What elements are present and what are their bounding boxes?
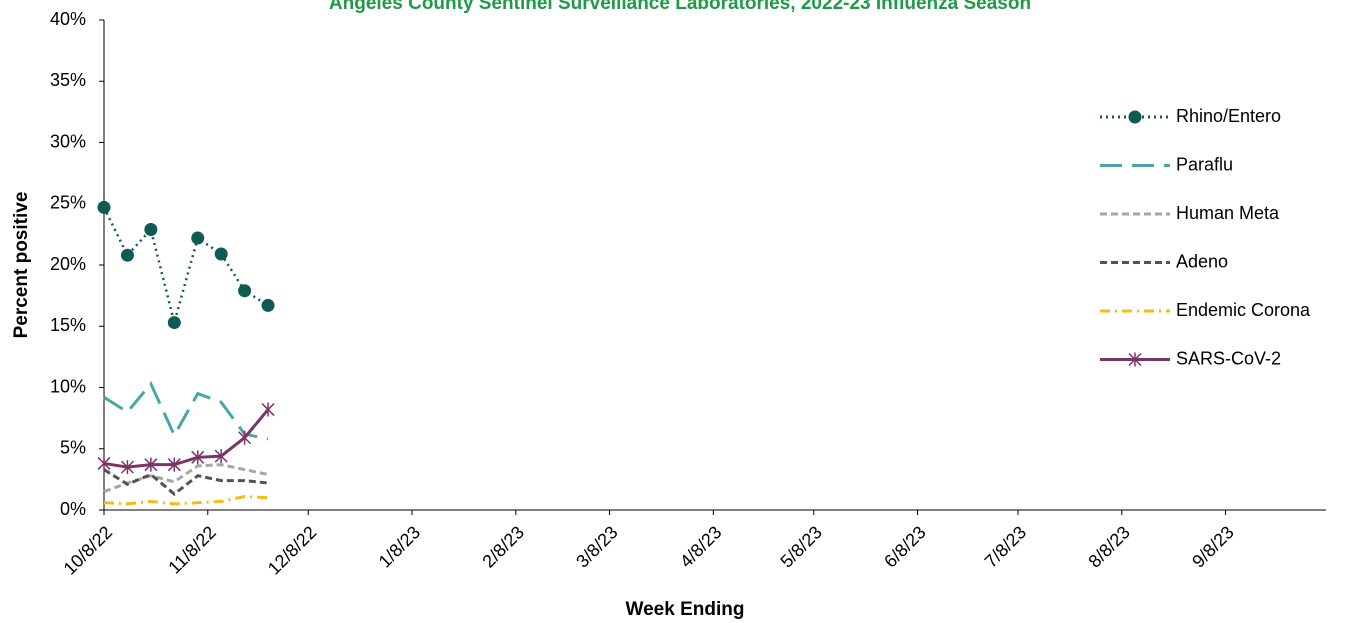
x-tick-label: 10/8/22 bbox=[60, 522, 117, 579]
x-tick-label: 9/8/23 bbox=[1188, 522, 1238, 572]
point bbox=[144, 457, 158, 472]
series-line bbox=[103, 495, 269, 506]
point bbox=[238, 430, 252, 445]
y-tick-label: 0% bbox=[60, 499, 86, 519]
point bbox=[97, 200, 111, 214]
x-tick-label: 12/8/22 bbox=[264, 522, 321, 579]
x-axis-title: Week Ending bbox=[626, 599, 745, 620]
y-tick-label: 10% bbox=[50, 376, 86, 396]
x-tick-label: 3/8/23 bbox=[572, 522, 622, 572]
x-tick-label: 4/8/23 bbox=[676, 522, 726, 572]
y-tick-label: 15% bbox=[50, 315, 86, 335]
legend-marker bbox=[1128, 110, 1142, 124]
series-line bbox=[103, 468, 269, 497]
x-tick-label: 1/8/23 bbox=[375, 522, 425, 572]
point bbox=[120, 248, 134, 262]
y-tick-label: 40% bbox=[50, 9, 86, 29]
legend-marker bbox=[1128, 352, 1142, 367]
y-tick-label: 25% bbox=[50, 193, 86, 213]
point bbox=[214, 449, 228, 464]
point bbox=[167, 457, 181, 472]
point bbox=[261, 298, 275, 312]
y-axis-title: Percent positive bbox=[11, 192, 32, 339]
point bbox=[191, 450, 205, 465]
point bbox=[144, 222, 158, 236]
legend-label: Rhino/Entero bbox=[1176, 106, 1281, 126]
x-tick-label: 11/8/22 bbox=[164, 522, 220, 578]
point bbox=[261, 402, 275, 417]
series-line bbox=[103, 381, 269, 441]
x-tick-label: 8/8/23 bbox=[1084, 522, 1134, 572]
x-tick-label: 5/8/23 bbox=[776, 522, 826, 572]
series-line bbox=[102, 206, 269, 328]
legend-label: SARS-CoV-2 bbox=[1176, 348, 1281, 368]
chart-title: Angeles County Sentinel Surveillance Lab… bbox=[329, 0, 1031, 14]
y-tick-label: 20% bbox=[50, 254, 86, 274]
point bbox=[120, 460, 134, 475]
x-tick-label: 2/8/23 bbox=[478, 522, 528, 572]
y-tick-label: 30% bbox=[50, 131, 86, 151]
y-tick-label: 5% bbox=[60, 438, 86, 458]
legend-label: Endemic Corona bbox=[1176, 300, 1311, 320]
x-tick-label: 7/8/23 bbox=[981, 522, 1031, 572]
point bbox=[191, 231, 205, 245]
point bbox=[238, 284, 252, 298]
y-tick-label: 35% bbox=[50, 70, 86, 90]
series-line bbox=[103, 463, 269, 494]
legend-label: Adeno bbox=[1176, 251, 1228, 271]
point bbox=[167, 316, 181, 330]
legend-label: Human Meta bbox=[1176, 203, 1280, 223]
point bbox=[97, 456, 111, 471]
point bbox=[214, 247, 228, 261]
x-tick-label: 6/8/23 bbox=[880, 522, 930, 572]
legend-label: Paraflu bbox=[1176, 154, 1233, 174]
